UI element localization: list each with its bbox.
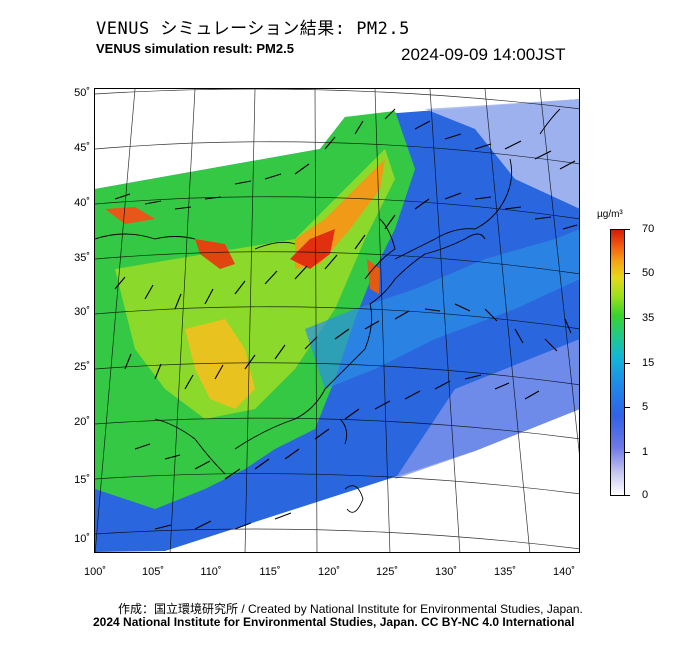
colorbar-tick-35: 35 [642,312,655,324]
lat-label-30: 30˚ [74,306,90,318]
graticule [95,89,579,552]
title-english: VENUS simulation result: PM2.5 [96,41,294,56]
very-high-pm25-coast [195,239,235,269]
colorbar-tick-70: 70 [642,223,655,235]
lat-label-45: 45˚ [74,142,90,154]
forecast-timestamp: 2024-09-09 14:00JST [401,45,566,64]
sea-pm25-band [305,229,579,389]
coastlines [95,108,561,513]
lat-label-40: 40˚ [74,197,90,209]
title-japanese: VENUS シミュレーション結果: PM2.5 [96,19,410,39]
license-line: 2024 National Institute for Environmenta… [93,615,575,629]
colorbar-tick-15: 15 [642,357,655,369]
colorbar-tick-mark [625,229,630,230]
colorbar-tick-mark [625,452,630,453]
lat-label-25: 25˚ [74,361,90,373]
lon-label-135: 135˚ [493,566,517,578]
colorbar-tick-mark [625,407,630,408]
lat-label-35: 35˚ [74,252,90,264]
high-pm25-field [185,319,255,409]
wind-vectors [114,108,578,530]
colorbar-tick-mark [625,495,630,496]
lon-label-125: 125˚ [375,566,399,578]
colorbar-tick-mark [625,363,630,364]
very-high-pm25-west [105,207,155,224]
very-high-pm25-korea [367,259,380,294]
pm25-colorbar [610,229,625,496]
lat-label-15: 15˚ [74,474,90,486]
colorbar-tick-1: 1 [642,446,649,458]
lat-label-50: 50˚ [74,87,90,99]
colorbar-tick-mark [625,273,630,274]
lon-label-140: 140˚ [552,566,576,578]
lon-label-115: 115˚ [259,566,281,578]
low-concentration-area [425,99,579,209]
colorbar-tick-0: 0 [642,489,649,501]
lon-label-105: 105˚ [141,566,165,578]
lon-label-120: 120˚ [317,566,341,578]
colorbar-tick-50: 50 [642,267,655,279]
colorbar-unit: µg/m³ [597,209,623,220]
colorbar-tick-5: 5 [642,401,649,413]
moderate-pm25-field [115,149,395,419]
lon-label-130: 130˚ [434,566,458,578]
very-high-pm25 [290,229,335,269]
map-canvas [95,89,579,552]
lon-label-100: 100˚ [83,566,107,578]
pm25-map [94,88,580,553]
lat-label-20: 20˚ [74,416,90,428]
low-concentration-area-south [395,339,579,479]
lat-label-10: 10˚ [74,533,90,545]
credit-line: 作成：国立環境研究所 / Created by National Institu… [118,602,583,616]
lon-label-110: 110˚ [200,566,222,578]
colorbar-tick-mark [625,318,630,319]
